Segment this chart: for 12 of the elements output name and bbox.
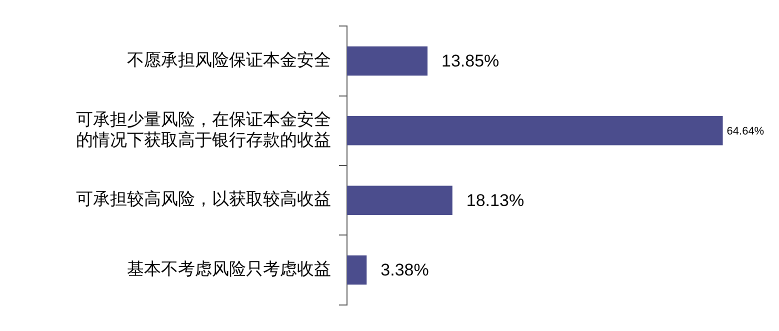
data-label: 64.64% <box>726 126 764 138</box>
bar <box>347 186 452 215</box>
data-label: 3.38% <box>380 260 429 280</box>
y-tick-label: 基本不考虑风险只考虑收益 <box>127 259 331 280</box>
bar <box>347 46 428 76</box>
bar <box>347 255 367 285</box>
y-tick-label: 可承担较高风险，以获取较高收益 <box>76 190 331 210</box>
y-tick-label: 可承担少量风险，在保证本金安全的情况下获取高于银行存款的收益 <box>76 110 331 150</box>
bar <box>347 116 723 146</box>
data-label: 13.85% <box>442 52 500 71</box>
y-tick-label: 不愿承担风险保证本金安全 <box>127 50 331 70</box>
data-label: 18.13% <box>466 191 524 210</box>
